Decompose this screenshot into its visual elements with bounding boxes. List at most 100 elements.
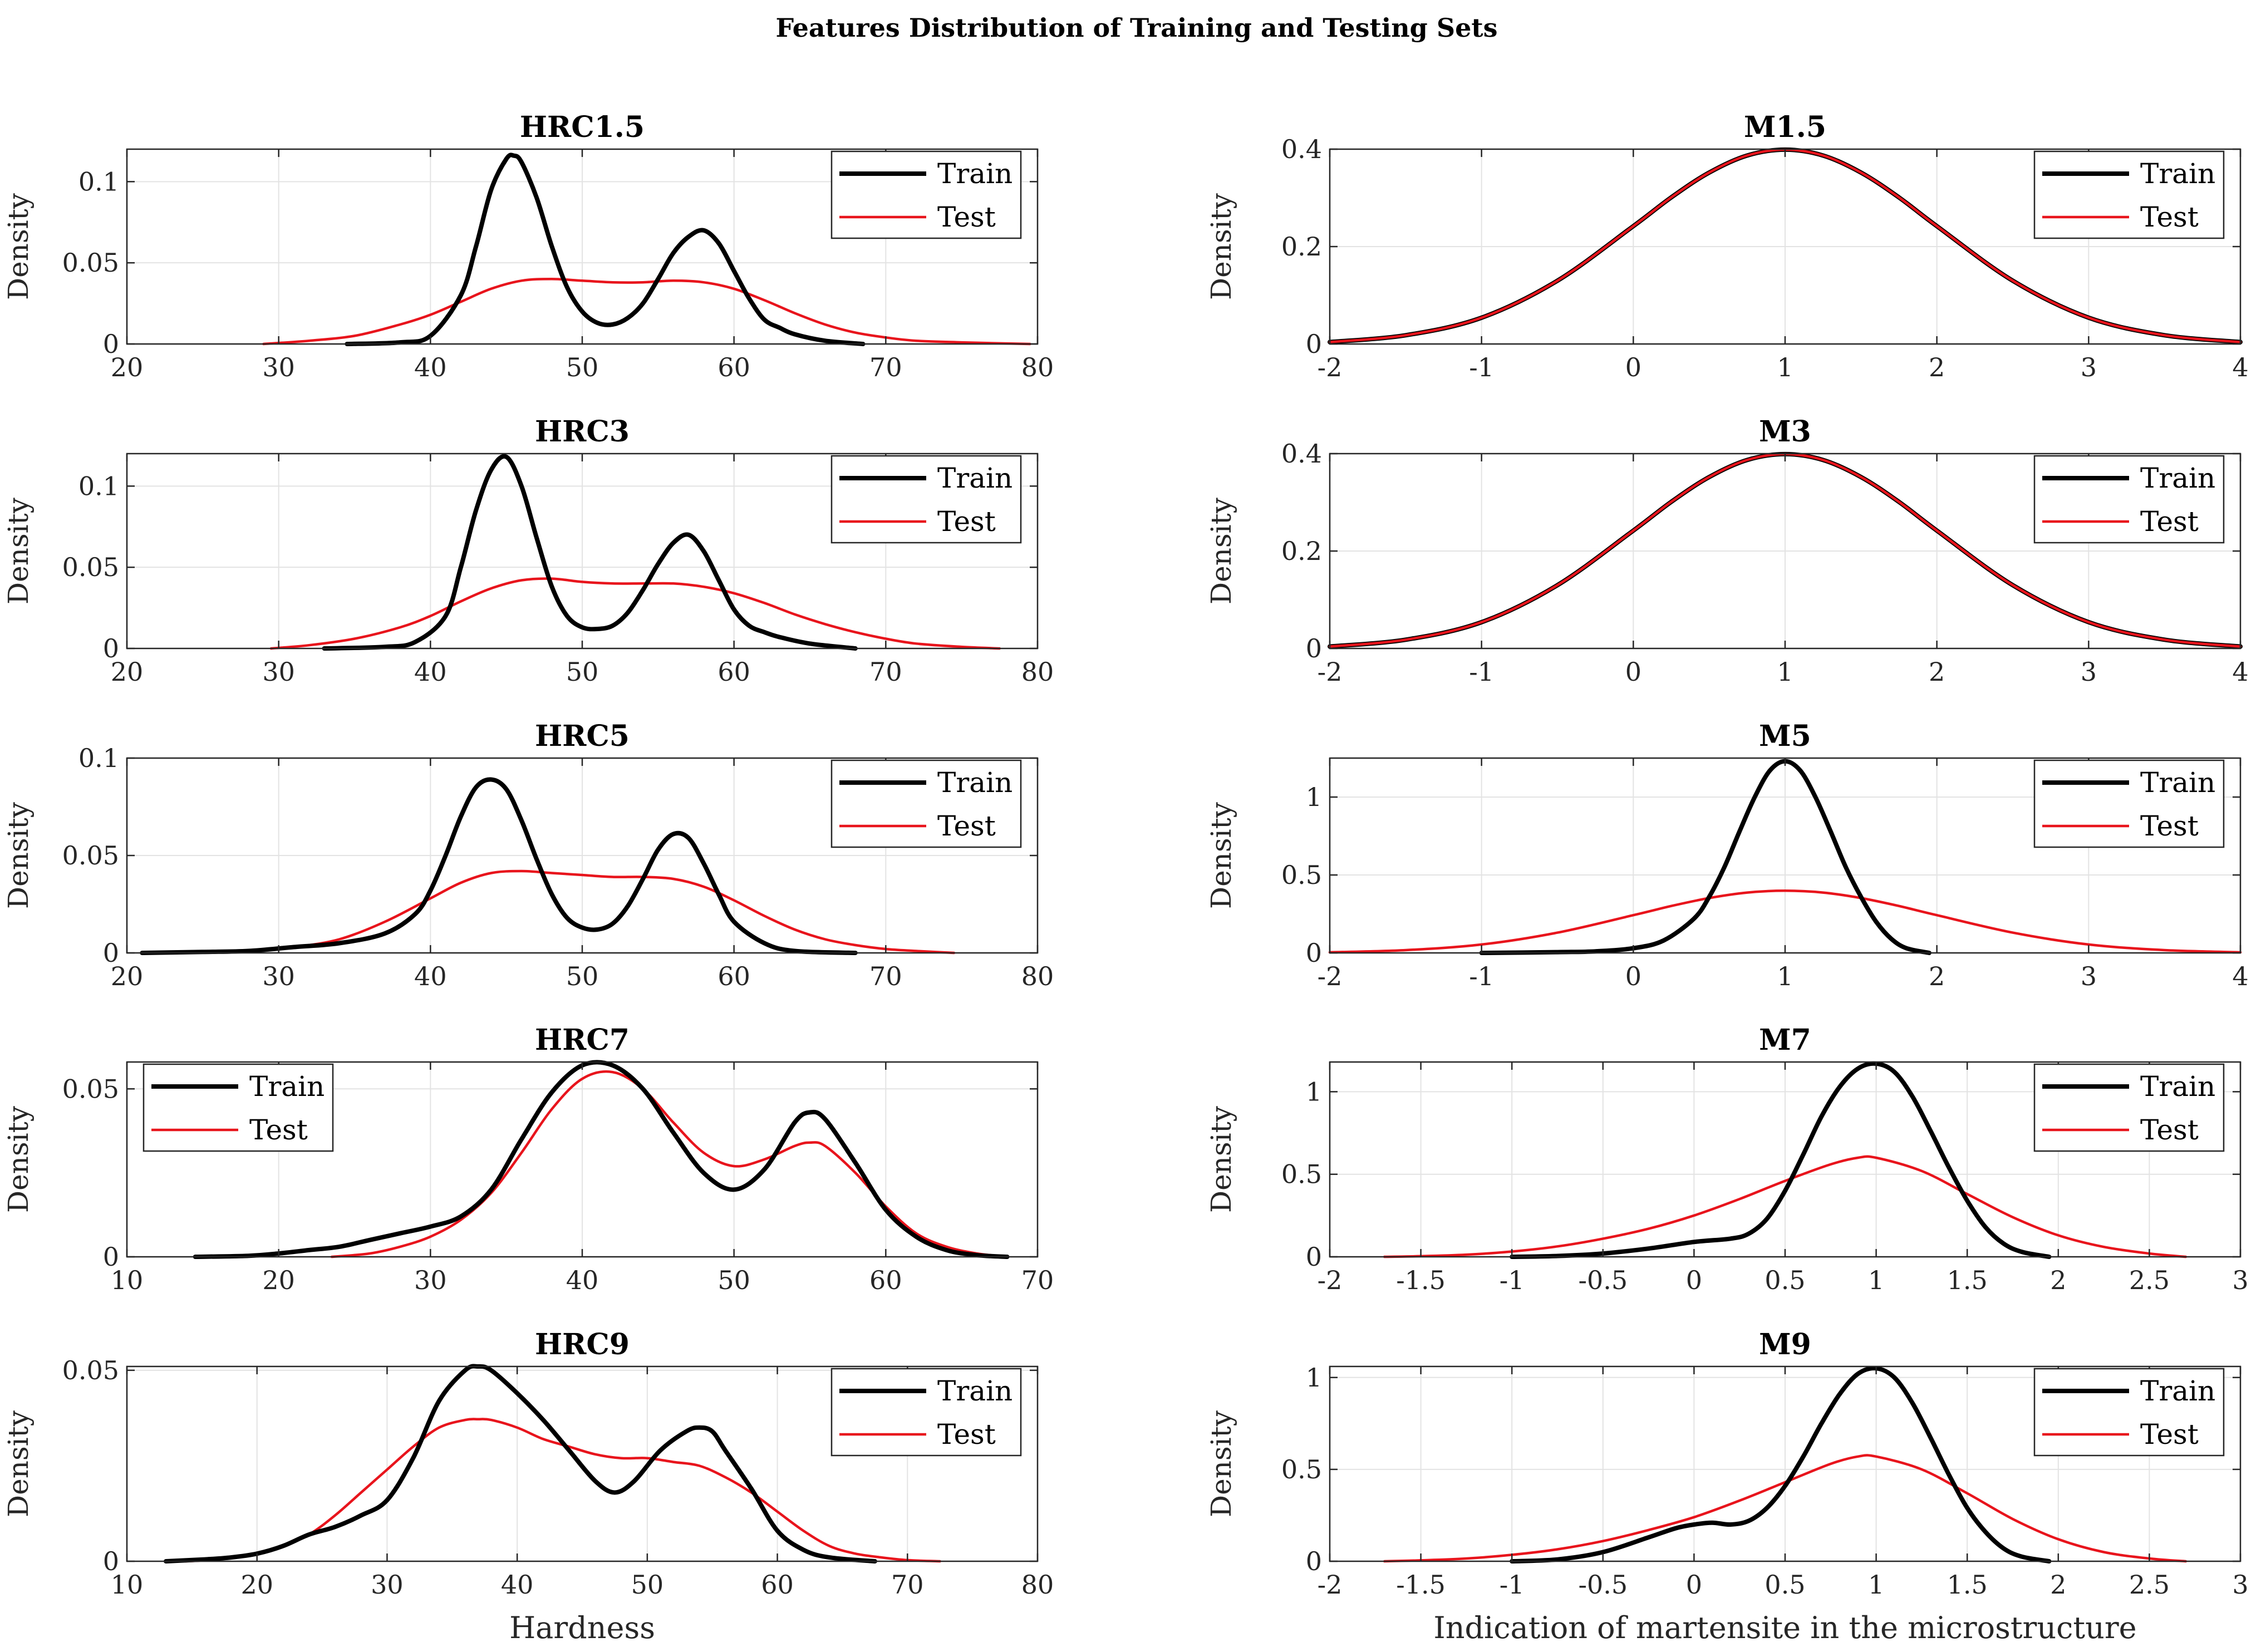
x-tick-label: 80 (1021, 657, 1054, 687)
y-tick-label: 0 (103, 1546, 119, 1576)
x-tick-label: 70 (869, 352, 902, 382)
panel-title: M9 (1759, 1328, 1811, 1361)
x-tick-label: 80 (1021, 1570, 1054, 1600)
test-density-line (262, 278, 1031, 346)
panel-title: HRC7 (535, 1023, 630, 1057)
legend: Train Test (2033, 455, 2225, 544)
x-tick-label: 1 (1868, 1570, 1884, 1600)
y-tick-label: 0.05 (62, 248, 119, 278)
legend-label-train: Train (2140, 462, 2215, 494)
legend-box (2033, 1368, 2225, 1457)
x-tick-label: -0.5 (1578, 1265, 1628, 1295)
y-tick-label: 0.05 (62, 1355, 119, 1385)
x-tick-label: 40 (414, 961, 447, 991)
test-density-line (1328, 889, 2242, 954)
axes-box (126, 1365, 1039, 1562)
legend-label-train: Train (2140, 158, 2215, 190)
x-tick-label: 0 (1625, 657, 1641, 687)
legend-box (142, 1063, 334, 1152)
panel-title: M3 (1759, 415, 1811, 449)
y-tick-label: 0.1 (78, 166, 119, 196)
y-tick-label: 0 (1306, 329, 1322, 359)
legend-label-train: Train (937, 158, 1012, 190)
x-tick-label: -2 (1318, 961, 1343, 991)
panel-hrc3: 20 30 40 50 60 70 80 0 0.05 0.1 HRC3 Density Train Te… (2, 415, 1054, 687)
y-axis-label: Density (1205, 497, 1237, 604)
legend-label-test: Test (2140, 201, 2199, 233)
panel-hrc1-5: 20 30 40 50 60 70 80 0 0.05 0.1 HRC1.5 Density Train… (2, 110, 1054, 382)
x-tick-label: 30 (414, 1265, 447, 1295)
y-tick-label: 0 (103, 938, 119, 968)
y-tick-label: 0 (1306, 938, 1322, 968)
y-tick-label: 0.5 (1281, 1159, 1322, 1189)
x-tick-label: 3 (2232, 1570, 2248, 1600)
x-tick-label: -1 (1469, 352, 1494, 382)
legend-label-test: Test (2140, 505, 2199, 538)
x-tick-label: 20 (111, 657, 144, 687)
y-tick-label: 0.2 (1281, 536, 1322, 566)
x-tick-label: 30 (262, 657, 295, 687)
legend-box (2033, 455, 2225, 544)
legend-label-train: Train (937, 1375, 1012, 1407)
x-tick-label: 70 (869, 961, 902, 991)
y-axis-label: Density (1205, 1410, 1237, 1517)
y-axis-label: Density (2, 497, 35, 604)
train-density-line (322, 454, 858, 651)
legend: Train Test (830, 759, 1022, 848)
x-tick-label: 60 (761, 1570, 794, 1600)
panel-title: M1.5 (1744, 110, 1826, 144)
y-axis-label: Density (2, 802, 35, 909)
x-tick-label: -2 (1318, 1570, 1343, 1600)
legend-label-test: Test (937, 505, 996, 538)
y-tick-label: 0.05 (62, 552, 119, 582)
x-tick-label: 1 (1777, 657, 1793, 687)
panel-title: M5 (1759, 719, 1811, 753)
legend-label-test: Test (937, 201, 996, 233)
x-tick-label: 30 (371, 1570, 404, 1600)
legend-label-test: Test (2140, 1418, 2199, 1451)
test-density-line (1383, 1155, 2188, 1258)
y-tick-label: 1 (1306, 782, 1322, 812)
x-tick-label: 2 (1929, 961, 1945, 991)
x-tick-label: 40 (501, 1570, 534, 1600)
legend-box (830, 1368, 1022, 1457)
panel-m3: -2 -1 0 1 2 3 4 0 0.2 0.4 M3 Density Train Test (1205, 415, 2249, 687)
x-tick-label: 1 (1777, 352, 1793, 382)
panel-title: HRC9 (535, 1328, 630, 1361)
y-tick-label: 0.5 (1281, 1454, 1322, 1484)
legend: Train Test (830, 1368, 1022, 1457)
legend-box (830, 455, 1022, 544)
y-tick-label: 0.05 (62, 1074, 119, 1104)
test-density-line (269, 577, 1001, 650)
y-tick-label: 0 (1306, 633, 1322, 663)
x-tick-label: -1.5 (1396, 1570, 1446, 1600)
x-tick-label: 1.5 (1947, 1265, 1988, 1295)
panel-m7: -2 -1.5 -1 -0.5 0 0.5 1 1.5 2 2.5 3 0 0.5 1 M7 Density T… (1205, 1023, 2249, 1295)
x-tick-label: -1 (1500, 1265, 1525, 1295)
y-tick-label: 0.4 (1281, 439, 1322, 469)
x-tick-label: -0.5 (1578, 1570, 1628, 1600)
x-tick-label: -1 (1469, 657, 1494, 687)
x-tick-label: 10 (111, 1570, 144, 1600)
legend-label-train: Train (249, 1070, 325, 1103)
x-tick-label: 2 (1929, 657, 1945, 687)
legend-box (830, 150, 1022, 239)
x-tick-label: 60 (717, 961, 750, 991)
panel-title: HRC3 (535, 415, 630, 449)
x-tick-label: -2 (1318, 657, 1343, 687)
legend-label-train: Train (937, 766, 1012, 799)
x-tick-label: 2 (2050, 1265, 2066, 1295)
legend: Train Test (2033, 1063, 2225, 1152)
x-tick-label: 30 (262, 961, 295, 991)
x-tick-label: 0.5 (1764, 1570, 1805, 1600)
legend-label-test: Test (937, 810, 996, 842)
x-tick-label: 2.5 (2129, 1570, 2170, 1600)
x-tick-label: -2 (1318, 1265, 1343, 1295)
x-axis-label: Hardness (509, 1610, 655, 1645)
y-tick-label: 0 (1306, 1546, 1322, 1576)
x-tick-label: 0 (1625, 961, 1641, 991)
train-density-line (1510, 1366, 2052, 1564)
x-tick-label: 20 (240, 1570, 273, 1600)
panel-hrc9: 10 20 30 40 50 60 70 80 0 0.05 HRC9 Density Hardness… (2, 1328, 1054, 1645)
train-density-line (193, 1060, 1010, 1259)
